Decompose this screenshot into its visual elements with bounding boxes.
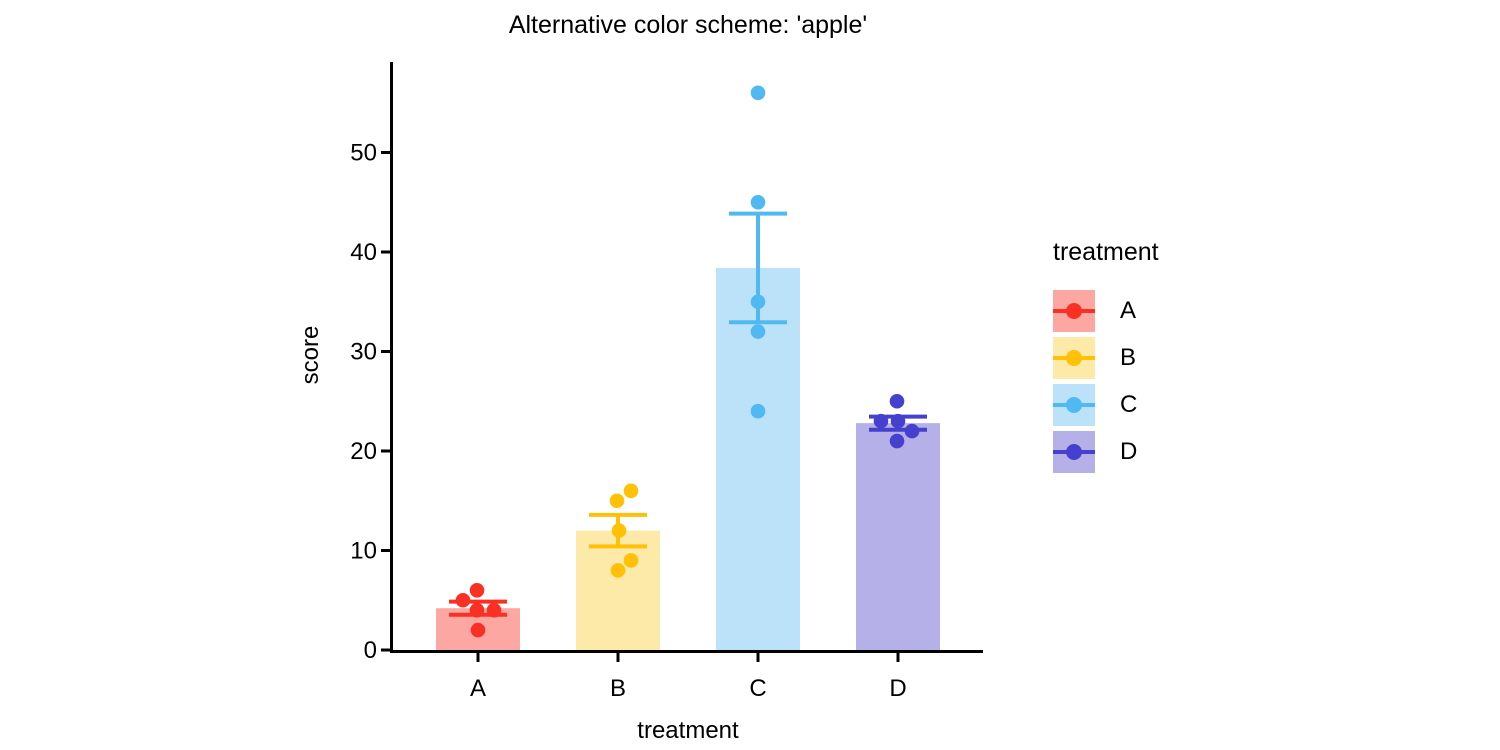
legend-item-D: D [1053,428,1159,475]
data-point-B [623,553,639,568]
legend-key-dot [1066,396,1082,413]
legend-item-A: A [1053,287,1159,334]
legend-label: D [1120,437,1138,465]
data-point-A [470,622,486,638]
y-tick-label: 50 [350,140,377,167]
legend-label: B [1120,343,1137,371]
data-point-A [469,583,485,598]
data-point-C [750,85,766,101]
chart-title: Alternative color scheme: 'apple' [508,11,868,39]
y-tick-label: 30 [350,339,377,366]
legend-key-icon [1053,336,1095,379]
x-tick-label: C [749,675,766,702]
x-tick-label: A [470,675,486,702]
bar-D [856,423,940,650]
legend-key-icon [1053,383,1095,426]
y-axis-title: score [297,325,324,385]
y-tick-label: 20 [350,438,377,465]
data-point-A [469,602,485,618]
data-point-B [623,483,639,499]
legend-title: treatment [1053,238,1159,266]
legend-key-icon [1053,289,1095,332]
data-point-B [611,523,627,538]
data-point-D [873,413,889,429]
data-point-B [610,563,626,578]
legend-item-B: B [1053,334,1159,381]
data-point-D [890,413,906,429]
legend-item-C: C [1053,381,1159,428]
legend-key-icon [1053,430,1095,473]
data-point-D [904,423,920,439]
y-tick-label: 10 [350,538,377,565]
legend-key-dot [1066,302,1082,319]
data-point-D [889,433,905,449]
data-point-C [750,194,766,210]
legend-label: A [1120,296,1137,324]
legend-key-dot [1066,443,1082,460]
data-point-C [750,294,766,310]
y-tick-label: 0 [364,637,377,664]
bar-B [576,530,660,650]
data-point-B [609,493,625,509]
data-point-A [486,602,502,618]
x-tick-label: B [610,675,626,702]
data-point-D [889,393,905,409]
legend-label: C [1120,390,1138,418]
x-axis-title: treatment [637,717,739,744]
legend-key-dot [1066,349,1082,366]
x-tick-label: D [889,675,906,702]
data-point-A [455,592,471,608]
data-point-C [750,324,766,339]
data-point-C [750,403,766,419]
y-tick-label: 40 [350,239,377,266]
